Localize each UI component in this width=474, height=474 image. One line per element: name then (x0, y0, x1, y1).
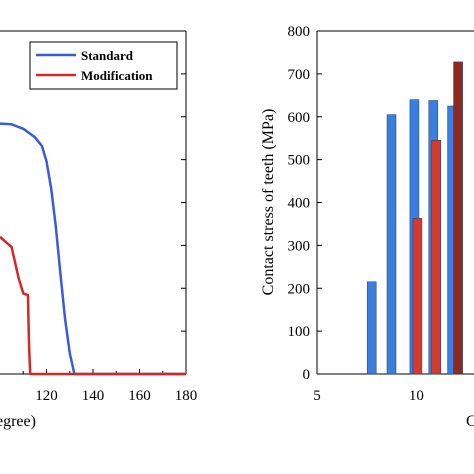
right-y-tick-label: 400 (288, 196, 311, 212)
right-y-tick-label: 100 (288, 324, 311, 340)
left-right-side-ticks (181, 73, 186, 332)
left-x-axis-label: egree) (0, 413, 36, 430)
right-y-tick-label: 200 (288, 281, 311, 297)
legend: Standard Modification (29, 41, 178, 90)
right-bars (366, 61, 463, 375)
legend-box (29, 41, 178, 90)
right-x-tick-label: 10 (409, 388, 424, 404)
right-y-tick-label: 800 (288, 24, 311, 40)
right-y-axis-label: Contact stress of teeth (MPa) (260, 109, 277, 296)
series-line-standard (0, 122, 186, 376)
left-series-lines (0, 122, 186, 376)
bar-chart-panel: 0 100 200 300 400 500 600 700 800 5 10 Contact st… (260, 24, 474, 430)
legend-label-modification: Modification (81, 68, 153, 83)
series-line-modification (0, 235, 186, 376)
bar-modification-dark--0 (453, 61, 463, 375)
right-y-tick-label: 600 (288, 110, 311, 126)
bar-standard-1 (386, 114, 397, 375)
left-x-tick-label: 120 (35, 388, 58, 404)
bar-modification-1 (431, 140, 441, 375)
right-y-ticks: 0 100 200 300 400 500 600 700 800 (288, 24, 322, 383)
right-x-tick-label: 5 (313, 388, 321, 404)
right-y-tick-label: 300 (288, 238, 311, 254)
right-x-axis-label: C (466, 413, 474, 430)
right-y-tick-label: 700 (288, 67, 311, 83)
left-x-tick-label: 180 (175, 388, 198, 404)
left-x-tick-label: 140 (82, 388, 105, 404)
bar-standard-0 (366, 281, 377, 375)
legend-label-standard: Standard (81, 48, 134, 63)
left-x-tick-label: 160 (128, 388, 151, 404)
line-chart-panel: 120 140 160 180 egree) Standard Modificatio… (0, 30, 198, 430)
right-y-tick-label: 0 (303, 367, 311, 383)
bar-modification-0 (412, 218, 423, 375)
right-y-tick-label: 500 (288, 153, 311, 169)
